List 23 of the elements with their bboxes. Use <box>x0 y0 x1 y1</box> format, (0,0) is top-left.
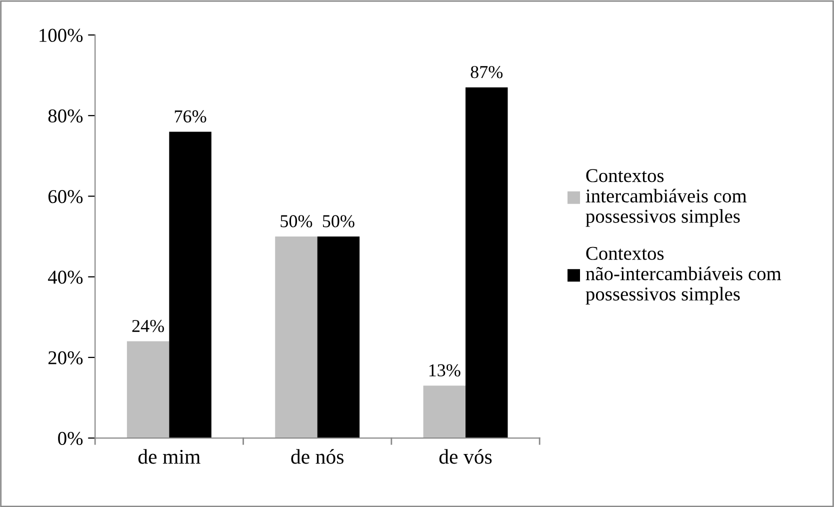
y-tick-label: 100% <box>40 28 83 42</box>
y-tick-label: 60% <box>48 190 83 204</box>
legend-label: Contextos não-intercambiáveis com possessivos simples <box>586 246 782 305</box>
bar <box>466 87 508 438</box>
data-label: 87% <box>470 66 503 78</box>
bar <box>169 132 212 438</box>
bar <box>423 386 466 438</box>
legend-label: Contextos intercambiáveis com possessivos simples <box>586 169 747 227</box>
bar <box>275 236 318 438</box>
data-label: 13% <box>429 364 460 376</box>
y-tick-label: 0% <box>58 432 83 446</box>
y-tick-label: 20% <box>48 351 83 364</box>
data-label: 50% <box>322 215 354 228</box>
bar <box>126 341 170 438</box>
y-tick-label: 80% <box>48 109 83 123</box>
data-label: 50% <box>280 215 312 228</box>
x-tick-label: de vós <box>439 449 492 464</box>
data-label: 76% <box>174 110 206 123</box>
bar <box>317 236 360 438</box>
data-label: 24% <box>132 320 164 332</box>
y-tick-label: 40% <box>48 270 83 284</box>
x-tick-label: de mim <box>138 449 200 464</box>
x-tick-label: de nós <box>291 449 344 464</box>
